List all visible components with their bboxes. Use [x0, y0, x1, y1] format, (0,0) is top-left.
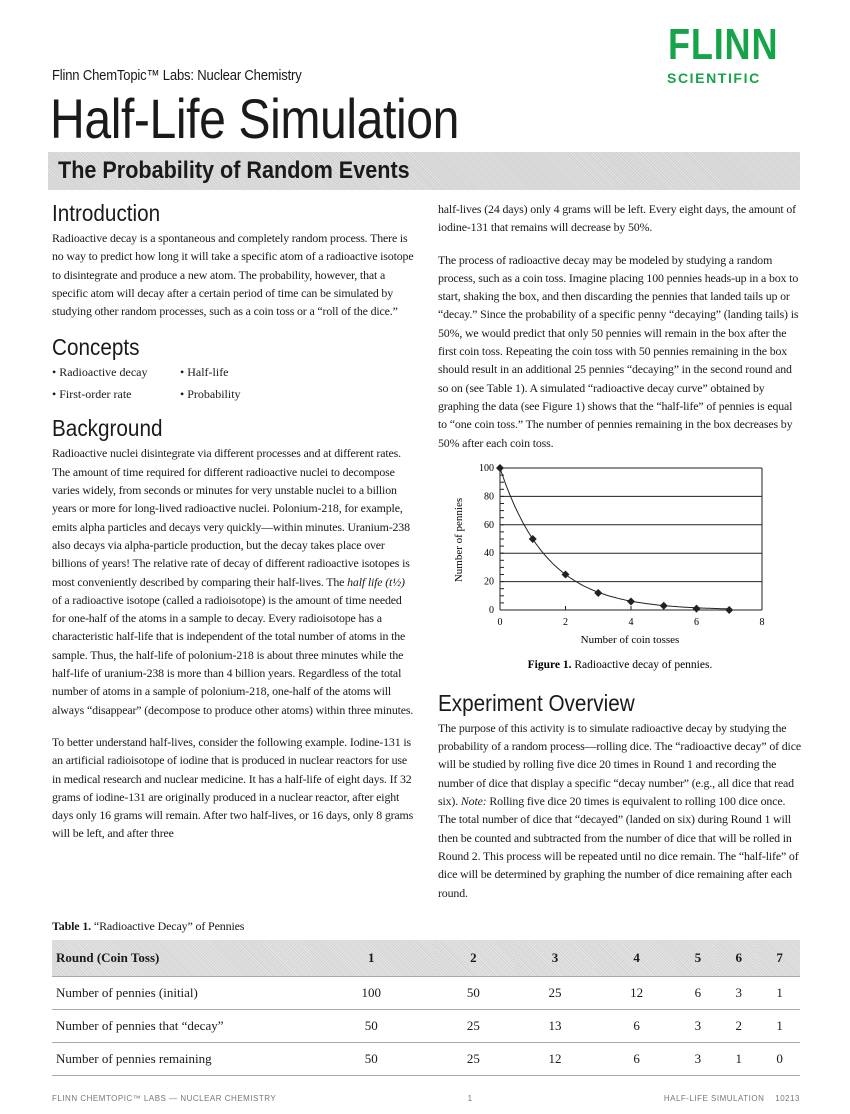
left-column: Introduction Radioactive decay is a spon… [52, 200, 414, 902]
concept-item: • Half-life [180, 365, 229, 380]
x-axis-label: Number of coin tosses [581, 634, 680, 646]
x-tick-label: 4 [629, 617, 634, 628]
table-row: Number of pennies (initial) 100 50 25 12 6 3 1 [52, 976, 800, 1010]
table-cell: 50 [432, 976, 515, 1010]
y-tick-label: 40 [484, 548, 494, 559]
concept-item: • Radioactive decay [52, 365, 148, 380]
logo: FLINN [668, 20, 779, 69]
table-cell: 12 [595, 976, 678, 1010]
table-cell: 50 [310, 1042, 433, 1076]
x-tick-label: 2 [563, 617, 568, 628]
x-tick-label: 6 [694, 617, 699, 628]
background-heading: Background [52, 415, 163, 442]
footer: FLINN CHEMTOPIC™ LABS — NUCLEAR CHEMISTR… [52, 1094, 800, 1104]
subtitle: The Probability of Random Events [58, 157, 410, 184]
table-header-cell: 2 [432, 939, 515, 977]
y-tick-label: 20 [484, 576, 494, 587]
data-point [692, 604, 701, 613]
table-cell: Number of pennies remaining [52, 1042, 310, 1076]
table-header-cell: 5 [677, 939, 719, 977]
table-caption: Table 1. “Radioactive Decay” of Pennies [52, 918, 245, 933]
introduction-heading: Introduction [52, 200, 161, 226]
introduction-text: Radioactive decay is a spontaneous and c… [52, 231, 414, 319]
x-tick-label: 8 [760, 617, 765, 628]
series-title: Flinn ChemTopic™ Labs: Nuclear Chemistry [52, 68, 302, 84]
table-cell: 3 [677, 1042, 719, 1076]
data-point [725, 605, 734, 614]
concepts-heading: Concepts [52, 334, 140, 361]
table-header-cell: 3 [514, 939, 596, 977]
table-cell: 0 [759, 1042, 800, 1076]
table-cell: 13 [514, 1009, 596, 1043]
data-point [496, 463, 504, 472]
background-text-cont: half-lives (24 days) only 4 grams will b… [438, 202, 796, 235]
table-cell: 25 [432, 1009, 515, 1043]
page-title: Half-Life Simulation [50, 87, 459, 150]
subtitle-band: The Probability of Random Events [48, 152, 800, 190]
page-number: 1 [467, 1093, 473, 1103]
right-column: half-lives (24 days) only 4 grams will b… [438, 200, 802, 902]
table-row: Number of pennies that “decay” 50 25 13 6 3 2 1 [52, 1009, 800, 1043]
table-header-row: Round (Coin Toss) 1 2 3 4 5 6 7 [52, 939, 800, 977]
y-tick-label: 80 [484, 491, 494, 502]
experiment-text: The purpose of this activity is to simul… [438, 720, 801, 900]
footer-right: HALF-LIFE SIMULATION 10213 [663, 1093, 800, 1103]
table-header-cell: 7 [759, 939, 800, 977]
x-tick-label: 0 [498, 617, 503, 628]
table-cell: 2 [718, 1009, 760, 1043]
table-cell: 50 [310, 1009, 433, 1043]
decay-chart: Number of pennies Number of coin tosses Fi… [453, 463, 765, 671]
figure: Number of pennies Number of coin tosses Fi… [440, 458, 802, 678]
y-tick-label: 60 [484, 520, 494, 531]
table-header-cell: 4 [595, 939, 678, 977]
figure-caption: Figure 1. Radioactive decay of pennies. [528, 659, 713, 671]
table-cell: 6 [677, 976, 719, 1010]
data-point [627, 597, 635, 606]
content-columns: Introduction Radioactive decay is a spon… [0, 200, 850, 902]
fit-curve [499, 467, 730, 610]
concept-item: • First-order rate [52, 387, 132, 402]
data-point [561, 570, 570, 579]
page-header: Flinn ChemTopic™ Labs: Nuclear Chemistry… [0, 0, 850, 200]
table-row: Number of pennies remaining 50 25 12 6 3 1 0 [52, 1042, 800, 1076]
table-cell: 3 [718, 976, 760, 1010]
pennies-table: Round (Coin Toss) 1 2 3 4 5 6 7 Number o… [52, 939, 800, 1076]
experiment-heading: Experiment Overview [438, 689, 635, 716]
table-cell: Number of pennies (initial) [52, 976, 310, 1010]
table-header-cell: 6 [718, 939, 760, 977]
table-cell: 6 [595, 1042, 678, 1076]
table-header-cell: 1 [310, 939, 433, 977]
concept-item: • Probability [180, 387, 241, 402]
table-cell: 1 [759, 1009, 800, 1043]
table-header-cell: Round (Coin Toss) [52, 939, 310, 977]
logo-subtext: SCIENTIFIC [667, 70, 761, 86]
y-axis-label: Number of pennies [453, 498, 465, 582]
y-tick-label: 100 [479, 463, 494, 474]
table-cell: 1 [759, 976, 800, 1010]
table-cell: 12 [514, 1042, 596, 1076]
data-point [594, 588, 603, 597]
table-cell: 6 [595, 1009, 678, 1043]
table-cell: 100 [310, 976, 433, 1010]
data-point [659, 601, 668, 610]
table-cell: 3 [677, 1009, 719, 1043]
table-cell: 1 [718, 1042, 760, 1076]
data-point [528, 534, 537, 543]
table-cell: 25 [514, 976, 596, 1010]
background-text-3: The process of radioactive decay may be … [438, 252, 799, 450]
table-cell: Number of pennies that “decay” [52, 1009, 310, 1043]
footer-left: FLINN CHEMTOPIC™ LABS — NUCLEAR CHEMISTR… [52, 1093, 277, 1103]
table-cell: 25 [432, 1042, 515, 1076]
background-text-2: To better understand half-lives, conside… [52, 734, 414, 841]
background-text: Radioactive nuclei disintegrate via diff… [52, 446, 414, 717]
concepts-list: • Radioactive decay • Half-life • First-… [52, 363, 414, 403]
y-tick-label: 0 [489, 605, 494, 616]
